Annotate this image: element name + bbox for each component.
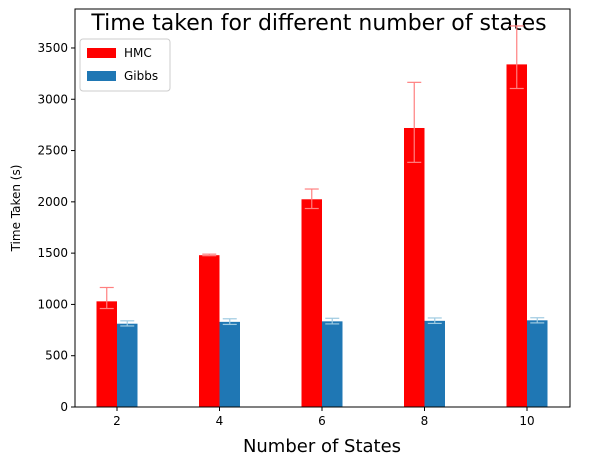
y-tick-label-0: 0 <box>60 400 68 414</box>
bar-hmc-6 <box>301 199 322 407</box>
x-tick-label-6: 6 <box>318 414 326 428</box>
x-tick-label-8: 8 <box>421 414 429 428</box>
bar-hmc-2 <box>96 301 117 407</box>
x-tick-label-4: 4 <box>216 414 224 428</box>
y-tick-label-2000: 2000 <box>37 195 68 209</box>
bar-gibbs-10 <box>527 320 548 407</box>
plot-area <box>74 8 571 408</box>
error-bars-layer <box>99 25 545 327</box>
y-tick-label-3000: 3000 <box>37 92 68 106</box>
bar-gibbs-4 <box>219 321 240 407</box>
bar-hmc-4 <box>199 255 220 407</box>
chart-title: Time taken for different number of state… <box>90 11 546 36</box>
x-axis-label: Number of States <box>243 436 401 457</box>
y-tick-label-3500: 3500 <box>37 41 68 55</box>
y-tick-label-1000: 1000 <box>37 297 68 311</box>
x-tick-label-2: 2 <box>113 414 121 428</box>
legend-label-gibbs: Gibbs <box>124 69 158 83</box>
legend-swatch-gibbs <box>87 71 116 81</box>
x-tick-label-10: 10 <box>519 414 534 428</box>
bar-gibbs-8 <box>424 320 445 407</box>
y-tick-label-500: 500 <box>45 349 68 363</box>
bar-gibbs-6 <box>322 321 343 407</box>
bar-hmc-8 <box>404 127 425 408</box>
bars-layer <box>96 64 548 408</box>
y-tick-label-1500: 1500 <box>37 246 68 260</box>
y-axis-label: Time Taken (s) <box>9 165 23 253</box>
y-tick-label-2500: 2500 <box>37 144 68 158</box>
legend-label-hmc: HMC <box>124 46 152 60</box>
bar-gibbs-2 <box>117 323 138 407</box>
bar-hmc-10 <box>506 64 527 407</box>
legend: HMC Gibbs <box>79 38 171 92</box>
y-axis: 0 500 1000 1500 2000 2500 3000 3500 <box>37 41 75 414</box>
legend-swatch-hmc <box>87 48 116 58</box>
x-axis: 2 4 6 8 10 <box>113 407 535 428</box>
